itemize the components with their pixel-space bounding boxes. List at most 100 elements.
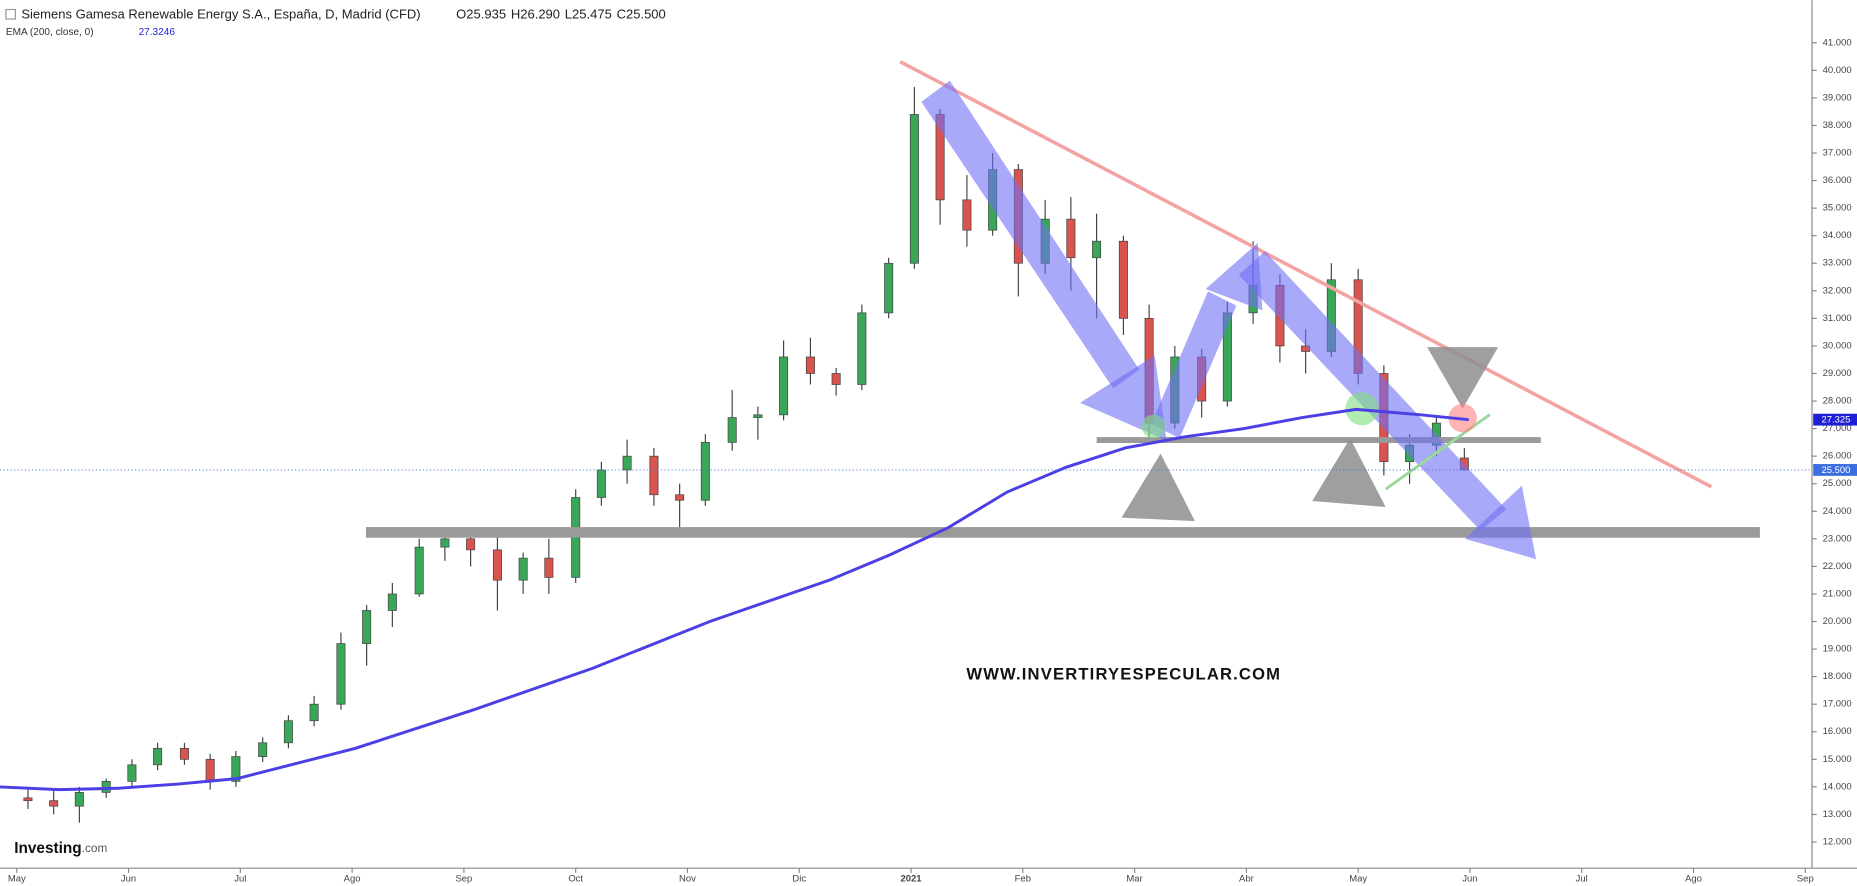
support-band	[1096, 437, 1541, 443]
ohlc-open: O25.935	[456, 7, 506, 22]
ohlc-low: L25.475	[565, 7, 612, 22]
candle-body	[1066, 218, 1076, 259]
y-tick-label: 23.000	[1823, 533, 1852, 544]
y-tick-label: 35.000	[1823, 203, 1852, 214]
y-tick-label: 14.000	[1823, 781, 1852, 792]
candle-body	[962, 199, 972, 231]
candle-body	[831, 373, 841, 385]
y-tick-label: 25.000	[1823, 478, 1852, 489]
y-tick-label: 39.000	[1823, 92, 1852, 103]
candle-body	[283, 720, 293, 744]
y-tick-label: 37.000	[1823, 148, 1852, 159]
candle-body	[596, 469, 606, 498]
candle-body	[544, 557, 554, 578]
y-tick-label: 27.000	[1823, 423, 1852, 434]
chart-title: Siemens Gamesa Renewable Energy S.A., Es…	[21, 7, 665, 22]
candle-body	[649, 455, 659, 496]
x-tick-label: Ago	[344, 873, 361, 884]
trend-line	[899, 60, 1713, 489]
collapse-icon[interactable]	[5, 8, 16, 20]
y-tick-label: 28.000	[1823, 396, 1852, 407]
arrow	[1238, 251, 1507, 531]
y-tick-label: 40.000	[1823, 65, 1852, 76]
arrow	[1151, 291, 1237, 439]
candle-body	[440, 538, 450, 548]
candle-body	[101, 781, 111, 793]
y-tick-label: 33.000	[1823, 258, 1852, 269]
candle-body	[1118, 240, 1128, 319]
watermark: WWW.INVERTIRYESPECULAR.COM	[966, 665, 1281, 684]
y-tick-label: 36.000	[1823, 175, 1852, 186]
x-tick-label: Nov	[679, 873, 696, 884]
candle-body	[857, 312, 867, 385]
ema-tag-label: 27.325	[1821, 415, 1850, 426]
candle-body	[258, 742, 268, 757]
arrow-head	[1464, 485, 1537, 560]
x-tick-label: Ago	[1685, 873, 1702, 884]
candle-body	[127, 764, 137, 782]
candle-body	[179, 747, 189, 760]
candle-body	[805, 356, 815, 374]
x-tick-label: May	[8, 873, 26, 884]
logo-main: Investing	[14, 840, 82, 857]
y-tick-label: 38.000	[1823, 120, 1852, 131]
candle-body	[74, 792, 84, 807]
candle-body	[622, 455, 632, 471]
ohlc-close: C25.500	[617, 7, 666, 22]
x-tick-label: Sep	[455, 873, 472, 884]
x-tick-label: 2021	[900, 873, 921, 884]
y-tick-label: 13.000	[1823, 809, 1852, 820]
candle-body	[49, 800, 59, 807]
arrow	[921, 80, 1140, 389]
triangles	[1121, 347, 1499, 522]
y-tick-label: 20.000	[1823, 616, 1852, 627]
x-tick-label: Mar	[1126, 873, 1142, 884]
candle-body	[700, 442, 710, 501]
candle-body	[518, 557, 528, 581]
price-tag	[1813, 464, 1857, 476]
candle-body	[675, 494, 685, 501]
candle-body	[779, 356, 789, 416]
y-tick-label: 17.000	[1823, 699, 1852, 710]
support-band	[365, 527, 1760, 538]
y-tick-label: 18.000	[1823, 671, 1852, 682]
y-tick-label: 31.000	[1823, 313, 1852, 324]
candle-body	[231, 756, 241, 782]
indicator-name: EMA (200, close, 0)	[6, 27, 94, 38]
y-tick-label: 34.000	[1823, 230, 1852, 241]
title: Siemens Gamesa Renewable Energy S.A., Es…	[21, 7, 420, 22]
candle-body	[884, 262, 894, 314]
candle-body	[753, 414, 763, 418]
triangle	[1312, 438, 1386, 507]
candle-body	[727, 417, 737, 443]
candle-body	[336, 643, 346, 705]
candle-body	[909, 114, 919, 264]
y-tick-label: 24.000	[1823, 506, 1852, 517]
y-tick-label: 15.000	[1823, 754, 1852, 765]
candle-body	[23, 797, 33, 802]
candle-body	[1092, 240, 1102, 259]
price-tag-label: 25.500	[1821, 465, 1850, 476]
ohlc-high: H26.290	[511, 7, 560, 22]
y-tick-label: 16.000	[1823, 726, 1852, 737]
y-tick-label: 22.000	[1823, 561, 1852, 572]
x-tick-label: Oct	[568, 873, 583, 884]
logo: Investing.com	[14, 840, 107, 857]
ema-line	[0, 407, 1469, 792]
candle-body	[362, 610, 372, 644]
arrow-head	[1205, 242, 1263, 311]
candle-body	[309, 703, 319, 722]
triangle	[1427, 347, 1499, 409]
y-tick-label: 12.000	[1823, 836, 1852, 847]
drawings	[365, 60, 1760, 560]
x-tick-label: Jun	[121, 873, 136, 884]
x-tick-label: Jul	[234, 873, 246, 884]
candle-body	[205, 758, 215, 782]
y-tick-label: 32.000	[1823, 285, 1852, 296]
indicator-value: 27.3246	[139, 27, 176, 38]
y-tick-label: 41.000	[1823, 37, 1852, 48]
candle-body	[492, 549, 502, 581]
y-tick-label: 19.000	[1823, 644, 1852, 655]
y-tick-label: 30.000	[1823, 340, 1852, 351]
